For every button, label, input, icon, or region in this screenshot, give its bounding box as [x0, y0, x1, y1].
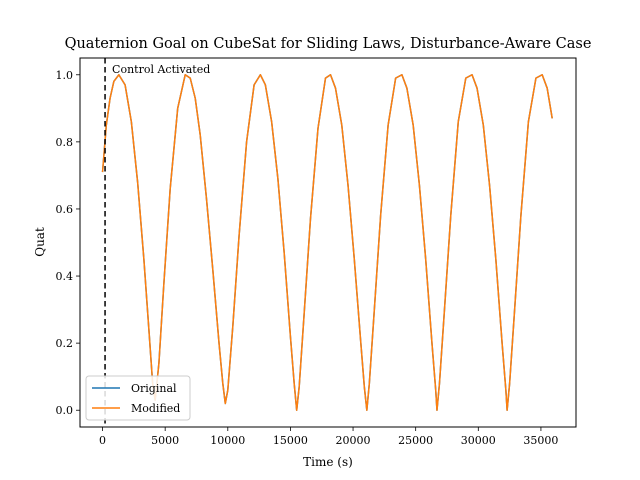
y-tick-label: 0.8 — [56, 136, 74, 149]
x-tick-label: 25000 — [398, 434, 433, 447]
x-tick-label: 15000 — [273, 434, 308, 447]
legend-box — [85, 375, 191, 421]
y-tick-label: 0.0 — [56, 404, 74, 417]
annotation-layer: Control Activated — [104, 58, 210, 427]
legend-label-modified: Modified — [131, 402, 180, 415]
plot-frame — [79, 57, 577, 428]
control-activated-label: Control Activated — [112, 63, 210, 76]
x-ticks: 0 5000 10000 15000 20000 25000 30000 35000 — [99, 427, 558, 447]
x-tick-label: 20000 — [336, 434, 371, 447]
series-line-modified — [101, 74, 553, 411]
x-tick-label: 30000 — [461, 434, 496, 447]
x-tick-label: 5000 — [151, 434, 179, 447]
y-tick-label: 1.0 — [56, 69, 74, 82]
y-tick-label: 0.2 — [56, 337, 74, 350]
x-tick-label: 10000 — [210, 434, 245, 447]
y-tick-label: 0.6 — [56, 203, 74, 216]
y-axis-label: Quat — [33, 227, 47, 257]
series-line-original — [101, 74, 553, 411]
x-tick-label: 0 — [99, 434, 106, 447]
y-ticks: 0.0 0.2 0.4 0.6 0.8 1.0 — [56, 69, 80, 417]
legend: Original Modified — [85, 375, 191, 421]
x-tick-label: 35000 — [523, 434, 558, 447]
series-layer — [101, 74, 553, 411]
chart-title: Quaternion Goal on CubeSat for Sliding L… — [65, 36, 592, 52]
x-axis-label: Time (s) — [303, 455, 353, 469]
y-tick-label: 0.4 — [56, 270, 74, 283]
legend-label-original: Original — [131, 382, 177, 395]
